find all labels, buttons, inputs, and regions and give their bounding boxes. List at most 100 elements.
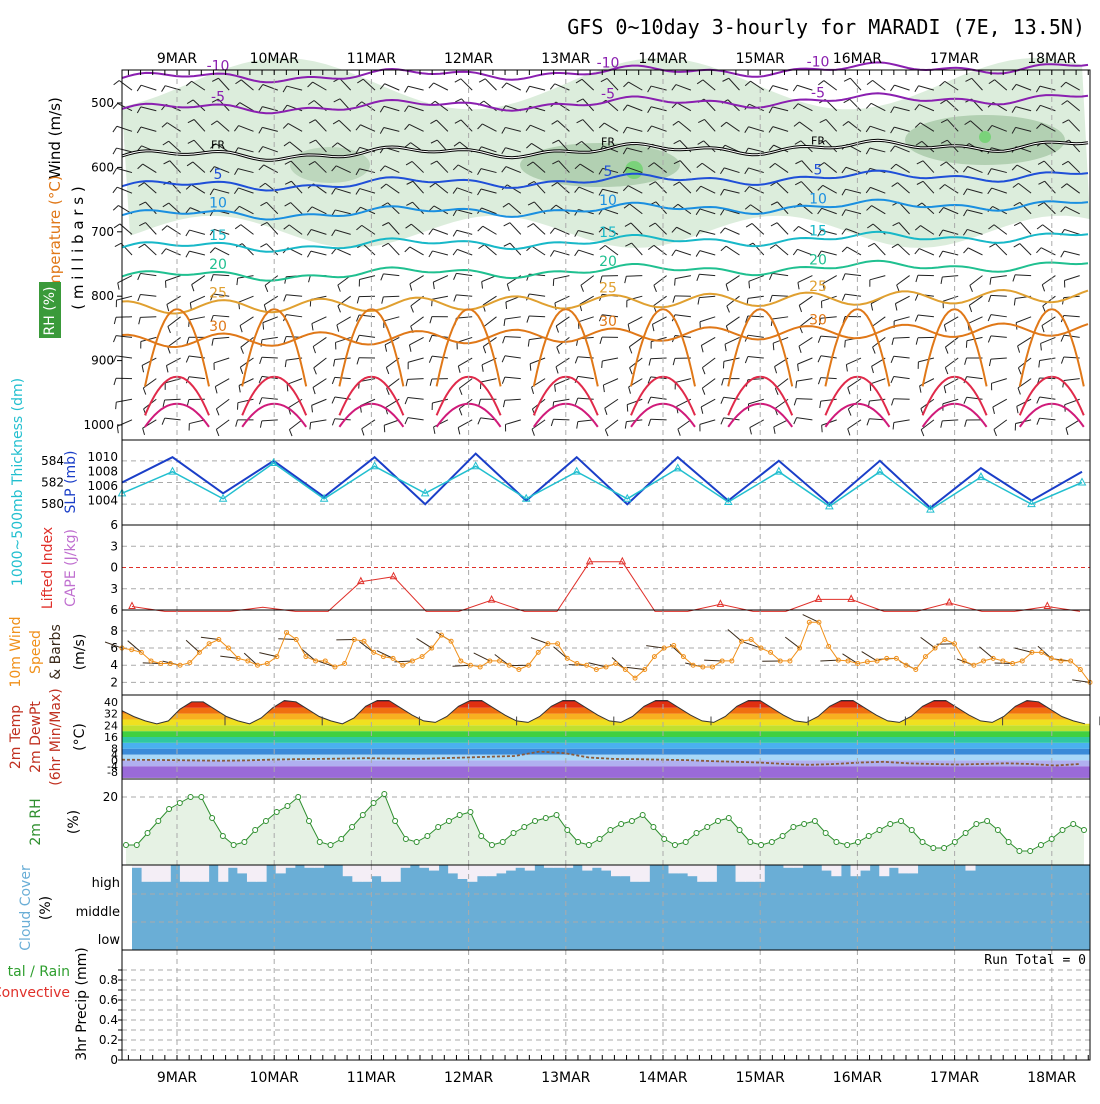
precip-tick-label: 0.6: [99, 993, 118, 1007]
date-label-bottom: 13MAR: [541, 1070, 590, 1086]
precip-tick-label: 0.4: [99, 1013, 118, 1027]
rh2m-marker: [274, 810, 279, 815]
slp-label: SLP (mb): [63, 450, 79, 513]
cloud-level-label: middle: [76, 905, 120, 920]
thickness-tick-label: 584: [41, 454, 64, 468]
wind10-barb: [820, 660, 838, 661]
wind-barb-flag: [117, 426, 118, 433]
cloud-clear-bar: [582, 865, 592, 871]
wind-barb-flag: [384, 425, 385, 432]
rh2m-marker: [489, 843, 494, 848]
wind-barb: [894, 399, 910, 400]
panel-frame-precip: [122, 950, 1090, 1060]
rh2m-marker: [931, 846, 936, 851]
temp-tick-label: 40: [104, 696, 118, 709]
lifted-tick-label: 3: [110, 582, 118, 596]
rh2m-marker: [468, 810, 473, 815]
cloud-clear-bar: [621, 865, 631, 876]
rh2m-marker: [199, 795, 204, 800]
lifted-tick-label: 6: [110, 603, 118, 617]
wind-barb: [651, 419, 667, 420]
temp-contour-label: 10: [809, 192, 827, 208]
rh2m-marker: [899, 819, 904, 824]
rh2m-marker: [253, 828, 258, 833]
upper-wind-label: Wind (m/s): [46, 97, 64, 179]
wind-barb-flag: [822, 425, 823, 432]
wind-barb-flag: [114, 81, 120, 85]
wind-barb-flag: [675, 279, 676, 286]
cloud-clear-bar: [189, 865, 199, 882]
cloud-clear-bar: [448, 865, 458, 873]
rh2m-unit: (%): [66, 810, 82, 834]
cloud-clear-bar: [707, 865, 717, 882]
lifted-marker: [358, 578, 364, 584]
rh2m-marker: [533, 819, 538, 824]
rh2m-marker: [350, 825, 355, 830]
temp-contour-label: 20: [599, 254, 617, 270]
cloud-clear-bar: [362, 865, 372, 882]
rh2m-marker: [748, 840, 753, 845]
wind10-barb: [220, 656, 238, 658]
precip-tick-label: 0: [110, 1053, 118, 1067]
rh2m-marker: [511, 831, 516, 836]
cloud-clear-bar: [352, 865, 362, 882]
wind-barb-flag: [113, 187, 117, 193]
wind-barb-flag: [113, 336, 116, 342]
cape-label: CAPE (J/kg): [63, 529, 79, 607]
rh2m-marker: [1038, 843, 1043, 848]
rh2m-marker: [629, 819, 634, 824]
date-label-top: 14MAR: [638, 51, 687, 67]
temp-contour-label: 5: [214, 167, 223, 183]
cloud-level-label: low: [98, 933, 121, 948]
rh2m-marker: [619, 822, 624, 827]
wind10-barb: [785, 637, 799, 648]
rh2m-marker: [576, 840, 581, 845]
temp-contour-label: -10: [597, 56, 620, 72]
date-label-bottom: 12MAR: [444, 1070, 493, 1086]
date-label-top: 10MAR: [250, 51, 299, 67]
temp-contour-label: -5: [811, 85, 825, 101]
rh2m-marker: [802, 822, 807, 827]
cloud-clear-bar: [668, 865, 678, 873]
rh2m-marker: [995, 828, 1000, 833]
wind10-tick-label: 8: [110, 624, 118, 638]
temp2m-label: 2m Temp: [8, 705, 24, 769]
rh2m-marker: [414, 840, 419, 845]
cloud-clear-bar: [142, 865, 152, 882]
rh2m-marker: [479, 834, 484, 839]
date-label-top: 12MAR: [444, 51, 493, 67]
rh2m-marker: [705, 825, 710, 830]
date-label-bottom: 18MAR: [1027, 1070, 1076, 1086]
upper-rh-label: RH (%): [42, 287, 58, 336]
wind10-barb: [417, 638, 432, 648]
rh2m-marker: [360, 813, 365, 818]
temp-tick-label: 8: [111, 743, 118, 756]
rh2m-marker: [134, 843, 139, 848]
temp-contour-label: -5: [211, 89, 225, 105]
cloud-clear-bar: [429, 865, 439, 871]
rh2m-label: 2m RH: [28, 798, 44, 845]
slp-tick-label: 1006: [87, 479, 118, 493]
rh2m-marker: [597, 837, 602, 842]
wind-barb-flag: [114, 317, 116, 324]
rh2m-marker: [737, 828, 742, 833]
wind-barb: [651, 358, 667, 359]
rh2m-marker: [942, 846, 947, 851]
precip-tick-label: 0.8: [99, 973, 118, 987]
cloud-clear-bar: [851, 865, 861, 876]
cloud-clear-bar: [965, 865, 975, 871]
cloud-clear-bar: [372, 865, 382, 876]
rh2m-tick-label: 20: [103, 790, 118, 804]
rh2m-marker: [543, 816, 548, 821]
rh2m-marker: [694, 831, 699, 836]
rh2m-marker: [640, 813, 645, 818]
cloud-clear-bar: [697, 865, 707, 882]
temp-band: [122, 760, 1090, 766]
wind-barb-flag: [602, 361, 603, 368]
cloud-clear-bar: [630, 865, 640, 882]
cloud-clear-bar: [506, 865, 516, 871]
cloud-clear-bar: [161, 865, 171, 882]
lifted-tick-label: 3: [110, 539, 118, 553]
lifted-line: [132, 562, 1080, 612]
